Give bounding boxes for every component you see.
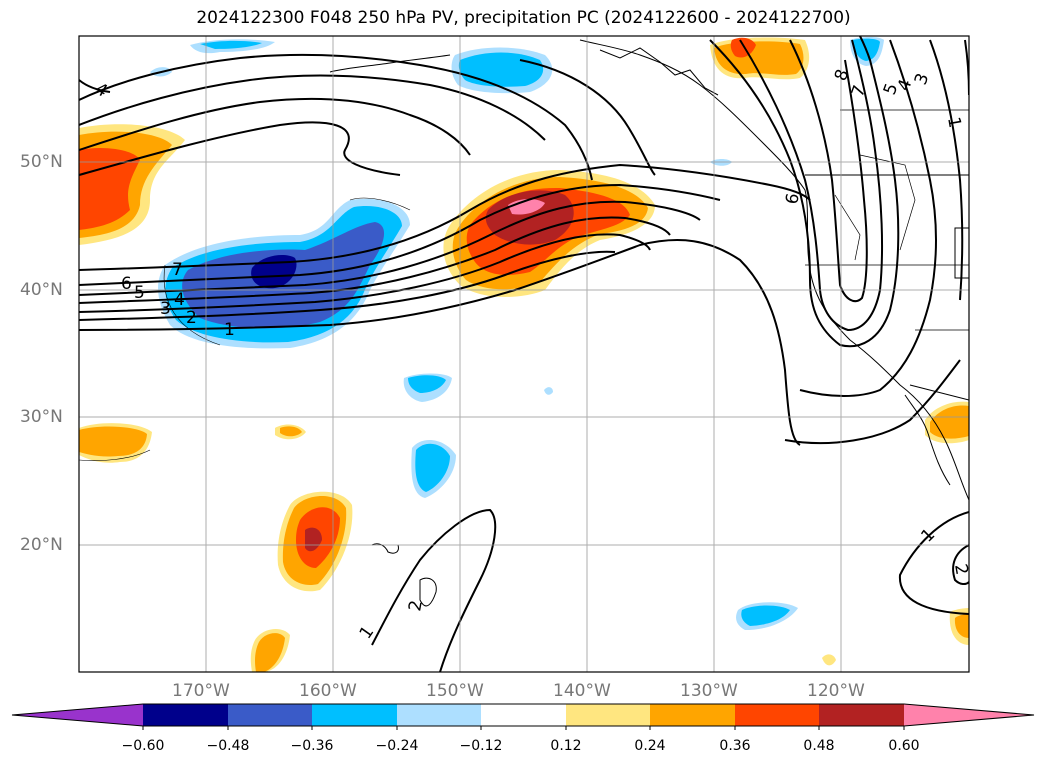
- colorbar-segment: [735, 704, 819, 726]
- precip-positive-region: [822, 654, 836, 666]
- colorbar-tick-label: −0.24: [375, 738, 419, 754]
- pv-contour-line: [739, 39, 884, 332]
- colorbar-tick-label: 0.36: [719, 738, 751, 754]
- colorbar-segment: [566, 704, 650, 726]
- lat-label-40n: 40°N: [20, 280, 63, 300]
- pv-contour-line: [952, 544, 969, 586]
- precip-negative-region: [741, 605, 790, 626]
- pv-contour-line: [79, 74, 546, 141]
- precip-positive-region: [954, 614, 969, 638]
- pv-contour-line: [79, 79, 111, 93]
- colorbar-extend-min: [12, 704, 143, 726]
- precip-positive-region: [280, 426, 302, 437]
- lon-label-120w: 120°W: [807, 681, 865, 701]
- colorbar: [11, 703, 1035, 730]
- pv-contour-line: [79, 200, 701, 296]
- precip-anomaly-fields: [79, 37, 969, 672]
- contour-label: 4: [174, 290, 185, 310]
- colorbar-segment: [312, 704, 397, 726]
- precip-negative-region: [544, 387, 553, 395]
- contour-labels: 7 6 5 4 3 2 1 4 1 2 8 7 5 4 3 1 6 1 2: [92, 67, 972, 643]
- pv-contour-line: [709, 36, 900, 348]
- pv-contour-line: [519, 59, 656, 176]
- precip-negative-region: [415, 443, 450, 492]
- us-mexico-border: [909, 384, 969, 401]
- state-line: [859, 154, 916, 251]
- colorbar-segment: [481, 704, 566, 726]
- precip-outline: [79, 449, 151, 461]
- precip-outline: [349, 197, 411, 211]
- colorbar-tick-label: 0.24: [634, 738, 666, 754]
- pv-contour-line: [79, 183, 721, 286]
- lat-label-50n: 50°N: [20, 152, 63, 172]
- colorbar-segment: [397, 704, 481, 726]
- contour-label: 2: [950, 562, 972, 576]
- pv-contour-line: [929, 39, 964, 301]
- pv-contour-line: [371, 508, 497, 672]
- pv-contour-line: [79, 53, 593, 181]
- pv-contour-line: [79, 97, 471, 156]
- map-frame: [78, 35, 970, 673]
- region-box: [954, 227, 969, 279]
- colorbar-tick-label: 0.12: [550, 738, 582, 754]
- map-title: 2024122300 F048 250 hPa PV, precipitatio…: [196, 8, 851, 28]
- pv-contour-line: [898, 511, 969, 615]
- baja-coast: [904, 394, 951, 486]
- lon-label-130w: 130°W: [680, 681, 738, 701]
- colorbar-tick-label: −0.12: [459, 738, 503, 754]
- graticule: [79, 36, 969, 672]
- pv-contour-line: [79, 239, 801, 446]
- lon-label-150w: 150°W: [426, 681, 484, 701]
- colorbar-segment: [228, 704, 312, 726]
- lat-label-20n: 20°N: [20, 535, 63, 555]
- pv-contour-line: [79, 233, 651, 313]
- pv-contour-line: [79, 250, 616, 321]
- pv-contours: [79, 36, 969, 672]
- pv-contour-line: [789, 39, 868, 303]
- island-outline: [419, 577, 437, 607]
- pv-contour-line: [784, 359, 961, 445]
- precip-positive-region: [255, 633, 285, 672]
- lon-label-160w: 160°W: [299, 681, 357, 701]
- map-background: [79, 36, 969, 672]
- colorbar-tick-label: −0.36: [290, 738, 334, 754]
- map-area: 7 6 5 4 3 2 1 4 1 2 8 7 5 4 3 1 6 1 2: [79, 36, 972, 672]
- hawaii-islands: [371, 543, 399, 554]
- contour-label: 3: [160, 299, 171, 319]
- precip-positive-region: [730, 37, 756, 58]
- lon-label-170w: 170°W: [172, 681, 230, 701]
- precip-negative-region: [408, 375, 446, 393]
- contour-label: 2: [405, 599, 427, 613]
- colorbar-extend-max: [904, 704, 1034, 726]
- lon-label-140w: 140°W: [553, 681, 611, 701]
- contour-label: 5: [134, 283, 145, 303]
- contour-label: 2: [186, 308, 197, 328]
- contour-label: 1: [224, 320, 235, 340]
- precip-negative-region: [200, 40, 262, 49]
- contour-label: 7: [172, 260, 183, 280]
- pv-contour-line: [79, 121, 401, 176]
- precip-outline: [163, 264, 221, 346]
- contour-label: 6: [782, 192, 804, 206]
- precip-positive-region: [79, 148, 140, 230]
- colorbar-segment: [143, 704, 228, 726]
- colorbar-segment: [650, 704, 735, 726]
- contour-label: 6: [121, 274, 132, 294]
- pv-contour-line: [79, 216, 671, 304]
- aleutian-islands: [329, 54, 451, 73]
- state-line: [834, 194, 861, 261]
- precip-negative-region: [458, 52, 544, 87]
- colorbar-tick-label: 0.60: [888, 738, 920, 754]
- lat-label-30n: 30°N: [20, 407, 63, 427]
- precip-positive-region: [79, 426, 147, 457]
- colorbar-tick-label: −0.48: [206, 738, 250, 754]
- colorbar-segment: [819, 704, 904, 726]
- alaska-coast: [599, 47, 719, 96]
- pv-contour-line: [79, 163, 811, 271]
- contour-label: 1: [943, 115, 965, 129]
- colorbar-tick-label: −0.60: [121, 738, 165, 754]
- colorbar-tick-label: 0.48: [803, 738, 835, 754]
